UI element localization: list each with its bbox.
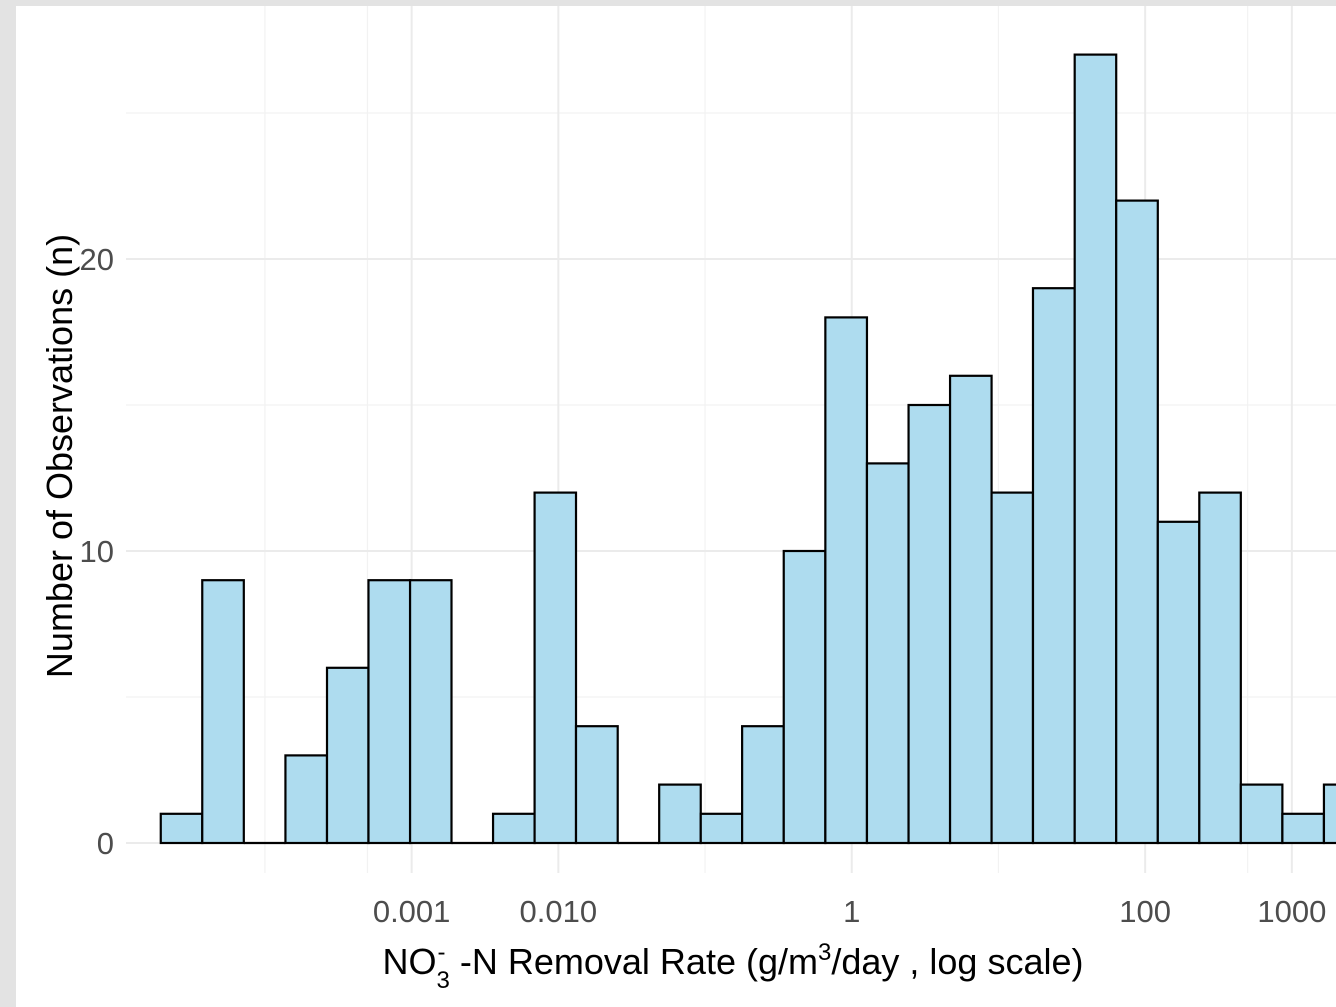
x-axis-tick-labels: 0.001 0.010 1 100 1000 [373,894,1326,929]
y-axis-tick-labels: 0 10 20 [80,242,114,861]
histogram-bar [201,579,245,845]
histogram-bar [1281,812,1326,845]
chart-figure: 0.001 0.010 1 100 1000 0 10 20 Number of Obser… [16,6,1336,1007]
histogram-bar [990,491,1035,845]
histogram-bar [1156,520,1201,845]
histogram-bar [865,462,910,845]
y-tick-label: 0 [97,826,114,861]
x-tick-label: 0.001 [373,894,451,929]
x-tick-label: 1000 [1257,894,1326,929]
x-tick-label: 100 [1119,894,1171,929]
histogram-bar [574,725,619,845]
y-tick-label: 10 [80,534,114,569]
x-axis-title: NO-3 -N Removal Rate (g/m3/day , log sca… [383,939,1084,994]
histogram-chart: 0.001 0.010 1 100 1000 0 10 20 Number of Obser… [39,6,1336,994]
histogram-bar [1031,287,1076,845]
histogram-bar [658,783,702,845]
histogram-bars [159,53,1336,845]
histogram-bar [533,491,578,845]
histogram-bar [1073,53,1118,845]
histogram-bar [367,579,412,845]
histogram-bar [1239,783,1284,845]
histogram-bar [159,812,204,845]
histogram-bar [699,812,744,845]
histogram-bar [408,579,453,845]
histogram-bar [824,316,869,845]
histogram-bar [491,812,536,845]
histogram-bar [948,374,993,845]
y-axis-title: Number of Observations (n) [39,234,80,678]
histogram-bar [741,725,785,845]
histogram-bar [782,549,827,845]
y-tick-label: 20 [80,242,114,277]
histogram-bar [1198,491,1242,845]
histogram-bar [907,403,952,845]
x-tick-label: 0.010 [520,894,598,929]
histogram-bar [1322,783,1336,845]
x-tick-label: 1 [843,894,860,929]
histogram-bar [1115,199,1159,845]
histogram-bar [284,754,329,845]
histogram-bar [325,666,370,845]
